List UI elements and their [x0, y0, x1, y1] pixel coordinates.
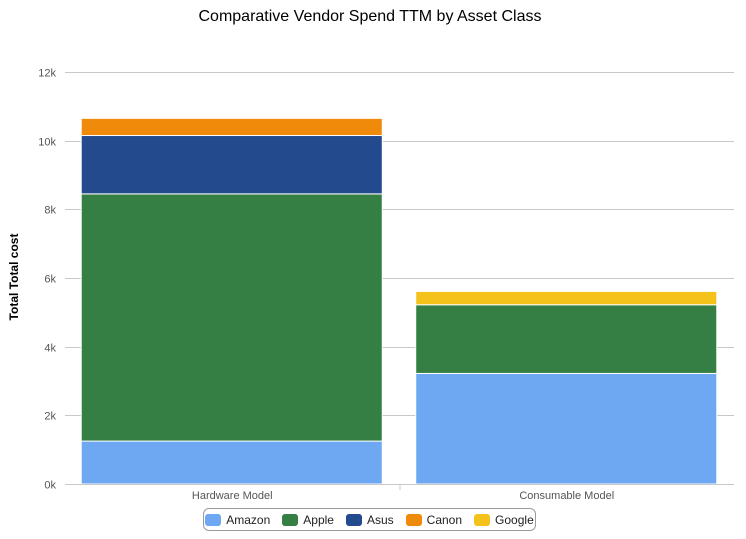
y-tick-labels: 0k 2k 4k 6k 8k 10k 12k [38, 68, 56, 492]
y-tick-label: 6k [44, 274, 56, 286]
legend-swatch [205, 513, 222, 526]
bar-segment-apple [80, 193, 383, 442]
bar-segment-apple [415, 304, 718, 374]
legend-label: Google [495, 512, 534, 527]
legend-swatch [474, 513, 491, 526]
y-tick-label: 10k [38, 137, 56, 149]
y-tick-label: 0k [44, 480, 56, 492]
bar-stacks [80, 117, 718, 485]
chart-legend: Amazon Apple Asus Canon Google [203, 508, 536, 531]
bar-segment-google [415, 290, 718, 306]
legend-label: Amazon [226, 512, 271, 527]
y-tick-label: 8k [44, 205, 56, 217]
bar-segment-amazon [80, 440, 383, 485]
legend-label: Asus [366, 512, 394, 527]
y-axis-label: Total Total cost [7, 234, 21, 321]
x-tick-label: Consumable Model [519, 490, 614, 502]
legend-item-apple[interactable]: Apple [282, 513, 334, 527]
legend-label: Apple [303, 512, 334, 527]
bar-segment-canon [80, 117, 383, 137]
legend-label: Canon [426, 512, 463, 527]
legend-swatch [345, 513, 362, 526]
legend-item-amazon[interactable]: Amazon [205, 513, 270, 527]
legend-item-google[interactable]: Google [474, 513, 534, 527]
bar-segment-asus [80, 135, 383, 195]
legend-swatch [282, 513, 299, 526]
legend-item-canon[interactable]: Canon [405, 512, 463, 527]
y-tick-label: 12k [38, 68, 56, 80]
legend-item-asus[interactable]: Asus [345, 512, 394, 527]
legend-swatch [405, 513, 422, 526]
x-tick-label: Hardware Model [192, 490, 273, 502]
x-axis: Hardware Model Consumable Model [65, 484, 734, 502]
y-tick-label: 2k [44, 411, 56, 423]
chart-title: Comparative Vendor Spend TTM by Asset Cl… [199, 8, 542, 25]
y-tick-label: 4k [44, 343, 56, 355]
bar-segment-amazon [415, 372, 718, 485]
